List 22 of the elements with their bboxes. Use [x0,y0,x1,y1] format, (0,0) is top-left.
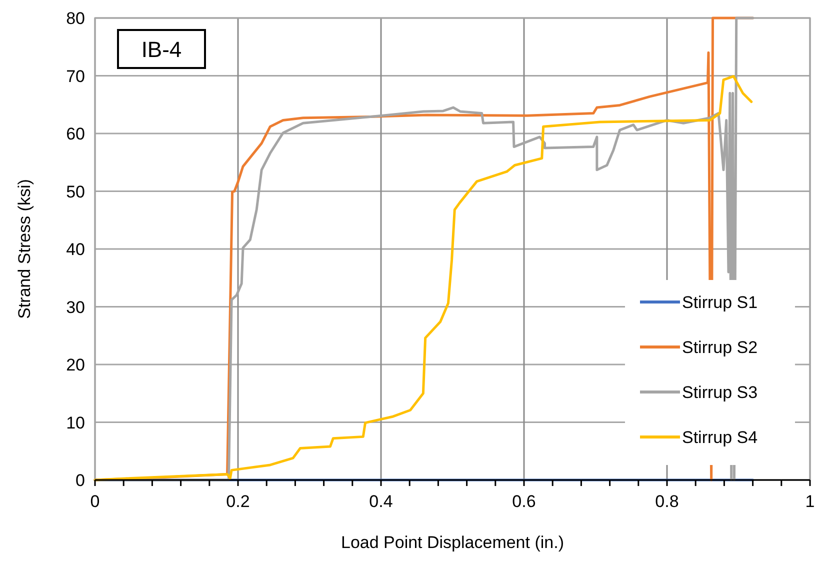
legend-label: Stirrup S2 [682,338,758,357]
y-tick-label: 60 [66,124,85,144]
x-tick-label: 0.6 [512,492,536,511]
x-axis-title: Load Point Displacement (in.) [340,533,564,552]
x-tick-label: 0 [90,492,100,511]
y-tick-label: 80 [66,9,85,28]
y-axis-title: Strand Stress (ksi) [15,179,34,319]
x-tick-label: 1 [805,492,815,511]
x-tick-label: 0.2 [226,492,250,511]
y-tick-label: 20 [66,356,85,374]
y-tick-label: 40 [66,240,85,259]
y-tick-label: 70 [66,66,85,86]
legend-label: Stirrup S4 [682,428,758,447]
legend-label: Stirrup S3 [682,383,758,402]
x-tick-label: 0.8 [655,492,679,511]
y-tick-label: 0 [76,471,85,490]
x-tick-label: 0.4 [369,492,393,511]
y-tick-label: 30 [66,298,85,317]
y-tick-label: 50 [66,182,85,202]
annotation: IB-4 [141,37,182,62]
y-tick-label: 10 [66,413,85,432]
legend-label: Stirrup S1 [682,293,758,312]
